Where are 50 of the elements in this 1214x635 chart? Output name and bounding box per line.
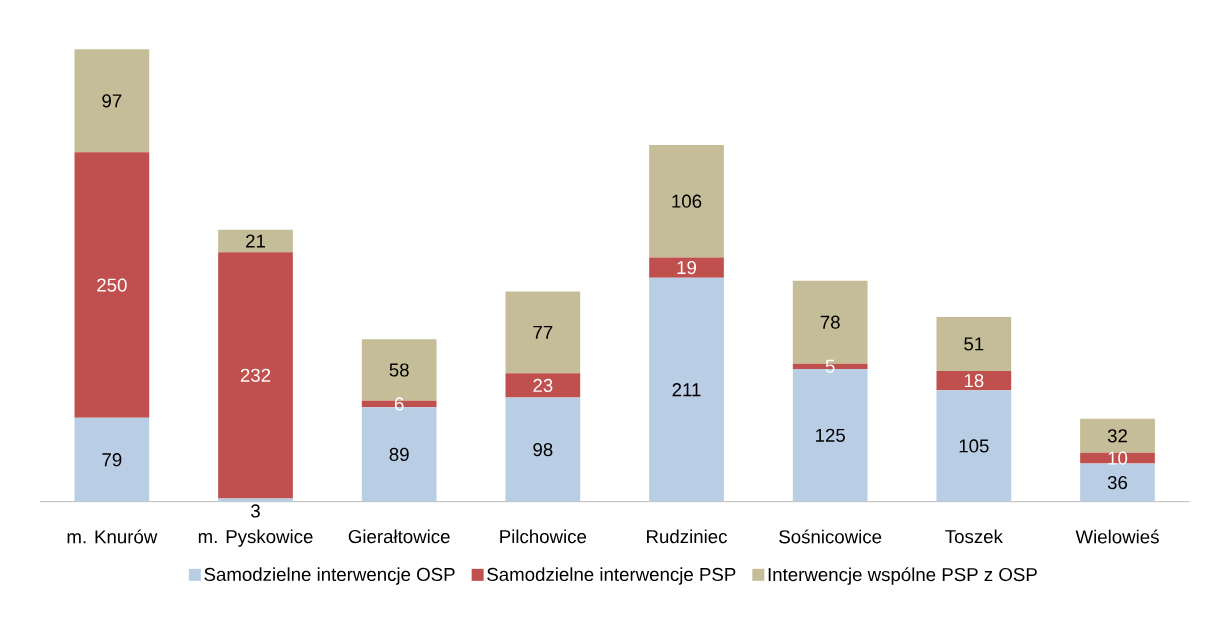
x-tick-label: Pilchowice bbox=[500, 529, 587, 544]
x-tick-label: Toszek bbox=[945, 529, 1003, 544]
bar bbox=[74, 49, 150, 153]
data-label: 106 bbox=[672, 194, 702, 208]
x-tick-label: m. Knurów bbox=[67, 529, 158, 544]
x-tick-label: m. Pyskowice bbox=[198, 529, 313, 547]
data-label: 3 bbox=[251, 504, 260, 518]
data-label: 78 bbox=[820, 315, 840, 329]
bar bbox=[505, 291, 581, 374]
data-label: 21 bbox=[246, 234, 265, 248]
bar bbox=[74, 152, 150, 418]
data-label: 10 bbox=[1108, 451, 1128, 465]
data-label: 36 bbox=[1107, 475, 1128, 490]
x-tick-label: Sośnicowice bbox=[779, 529, 882, 544]
data-label: 19 bbox=[677, 260, 696, 275]
bar bbox=[505, 373, 581, 398]
bar bbox=[74, 417, 150, 502]
data-label: 232 bbox=[240, 368, 271, 382]
data-label: 32 bbox=[1107, 429, 1127, 443]
data-label: 98 bbox=[533, 443, 553, 457]
bar bbox=[649, 144, 724, 258]
x-tick-label: Rudziniec bbox=[647, 529, 727, 544]
legend-label: Samodzielne interwencje PSP bbox=[487, 567, 736, 585]
data-label: 51 bbox=[964, 337, 984, 351]
legend-label: Interwencje wspólne PSP z OSP bbox=[768, 567, 1037, 585]
data-label: 58 bbox=[389, 363, 409, 377]
legend-label: Samodzielne interwencje OSP bbox=[204, 567, 455, 585]
bar bbox=[218, 252, 293, 499]
bar bbox=[649, 277, 724, 502]
bar bbox=[1080, 463, 1155, 502]
bar bbox=[936, 371, 1012, 391]
data-label: 77 bbox=[533, 325, 553, 339]
bar bbox=[1080, 418, 1155, 453]
bar bbox=[218, 498, 293, 502]
x-tick-label: Gierałtowice bbox=[348, 529, 450, 544]
data-label: 250 bbox=[97, 278, 127, 292]
data-label: 79 bbox=[102, 453, 122, 467]
data-label: 211 bbox=[672, 383, 701, 397]
data-label: 89 bbox=[389, 447, 409, 462]
data-label: 23 bbox=[533, 378, 553, 393]
bar bbox=[505, 397, 581, 502]
bar bbox=[218, 229, 293, 253]
x-tick-label: Wielowieś bbox=[1075, 529, 1159, 544]
data-label: 97 bbox=[102, 94, 122, 108]
bar bbox=[936, 390, 1012, 502]
bar bbox=[936, 316, 1012, 372]
data-label: 125 bbox=[816, 428, 845, 442]
data-label: 18 bbox=[964, 374, 984, 388]
bar bbox=[649, 257, 724, 278]
data-label: 105 bbox=[959, 439, 989, 453]
